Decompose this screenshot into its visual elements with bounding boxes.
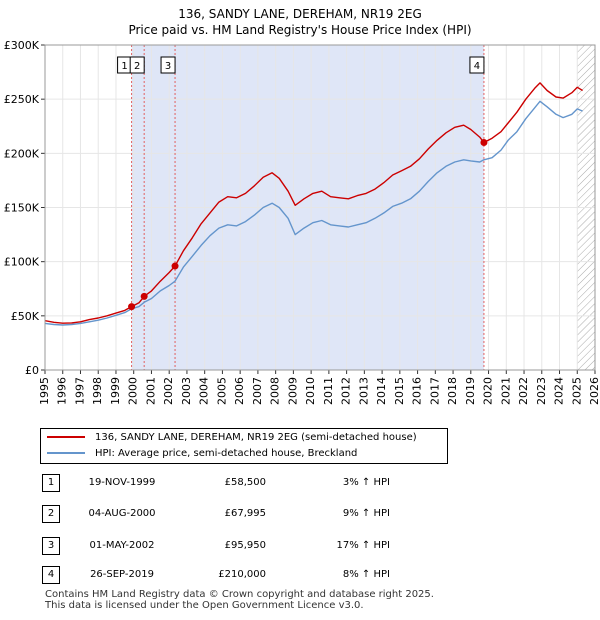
- transaction-number: 1: [42, 474, 60, 492]
- x-tick-label: 2000: [127, 377, 140, 405]
- y-tick-label: £300K: [4, 39, 40, 52]
- x-tick-label: 2004: [198, 377, 211, 405]
- x-tick-label: 2021: [499, 377, 512, 405]
- x-tick-label: 2003: [180, 377, 193, 405]
- x-tick-label: 2011: [322, 377, 335, 405]
- x-tick-label: 2012: [340, 377, 353, 405]
- transaction-row: 2 04-AUG-2000 £67,995 9% ↑ HPI: [0, 505, 600, 523]
- sale-point: [171, 262, 179, 270]
- x-tick-label: 1999: [109, 377, 122, 405]
- marker-label: 2: [134, 61, 140, 72]
- transaction-row: 4 26-SEP-2019 £210,000 8% ↑ HPI: [0, 566, 600, 584]
- transaction-price: £210,000: [218, 569, 266, 580]
- x-tick-label: 2005: [215, 377, 228, 405]
- marker-box: [160, 56, 176, 74]
- y-tick-label: £200K: [4, 147, 40, 160]
- transaction-hpi: 8% ↑ HPI: [342, 569, 390, 580]
- y-tick-label: £250K: [4, 93, 40, 106]
- x-tick-label: 1998: [91, 377, 104, 405]
- transaction-date: 26-SEP-2019: [90, 569, 154, 580]
- legend-swatch-property: [47, 436, 85, 438]
- marker-box: [469, 56, 485, 74]
- transaction-price: £95,950: [224, 540, 266, 551]
- y-tick-label: £0: [25, 364, 39, 377]
- transaction-number: 3: [42, 537, 60, 555]
- transaction-hpi: 17% ↑ HPI: [336, 540, 390, 551]
- property-price-line: [45, 82, 583, 324]
- transaction-number: 4: [42, 566, 60, 584]
- y-tick-label: £100K: [4, 256, 40, 269]
- hpi-line: [45, 100, 583, 326]
- marker-label: 3: [165, 61, 171, 72]
- transaction-number: 2: [42, 505, 60, 523]
- x-tick-label: 2022: [517, 377, 530, 405]
- x-tick-label: 2025: [570, 377, 583, 405]
- x-tick-label: 2017: [428, 377, 441, 405]
- chart-title: 136, SANDY LANE, DEREHAM, NR19 2EG: [178, 7, 422, 21]
- legend-item-property: 136, SANDY LANE, DEREHAM, NR19 2EG (semi…: [47, 430, 417, 446]
- x-tick-label: 1995: [38, 377, 51, 405]
- transaction-hpi: 3% ↑ HPI: [342, 477, 390, 488]
- x-tick-label: 2015: [393, 377, 406, 405]
- x-tick-label: 2020: [482, 377, 495, 405]
- x-tick-label: 2026: [588, 377, 600, 405]
- transaction-row: 1 19-NOV-1999 £58,500 3% ↑ HPI: [0, 474, 600, 492]
- transaction-price: £58,500: [224, 477, 266, 488]
- marker-box: [129, 56, 145, 74]
- plot-frame: [44, 44, 596, 371]
- x-tick-label: 2014: [375, 377, 388, 405]
- transaction-hpi: 9% ↑ HPI: [342, 508, 390, 519]
- transaction-date: 04-AUG-2000: [88, 508, 156, 519]
- sale-point: [480, 139, 488, 146]
- x-tick-label: 2019: [464, 377, 477, 405]
- footer-copyright: Contains HM Land Registry data © Crown c…: [45, 589, 434, 600]
- price-chart: 1995 1996 1997 1998 1999 2000 2001 2002 2003 2004…: [4, 39, 600, 405]
- legend-swatch-hpi: [47, 452, 85, 454]
- series-group: [45, 82, 583, 326]
- x-tick-label: 1996: [56, 377, 69, 405]
- chart-subtitle: Price paid vs. HM Land Registry's House …: [128, 23, 472, 37]
- sale-point: [140, 292, 148, 300]
- x-tick-label: 2001: [144, 377, 157, 405]
- x-tick-label: 2008: [269, 377, 282, 405]
- y-tick-label: £150K: [4, 202, 40, 215]
- x-tick-label: 2007: [251, 377, 264, 405]
- x-tick-label: 2006: [233, 377, 246, 405]
- footer-license: This data is licensed under the Open Gov…: [45, 600, 364, 611]
- x-tick-label: 2016: [411, 377, 424, 405]
- transaction-date: 01-MAY-2002: [89, 540, 155, 551]
- legend-label-property: 136, SANDY LANE, DEREHAM, NR19 2EG (semi…: [95, 432, 417, 443]
- transaction-price: £67,995: [224, 508, 266, 519]
- x-tick-label: 2013: [357, 377, 370, 405]
- x-tick-label: 1997: [73, 377, 86, 405]
- marker-label: 4: [474, 61, 480, 72]
- x-tick-label: 2010: [304, 377, 317, 405]
- marker-label: 1: [121, 61, 127, 72]
- x-tick-label: 2002: [162, 377, 175, 405]
- x-tick-label: 2023: [535, 377, 548, 405]
- legend-item-hpi: HPI: Average price, semi-detached house,…: [47, 446, 357, 462]
- x-tick-label: 2009: [286, 377, 299, 405]
- transaction-date: 19-NOV-1999: [88, 477, 156, 488]
- transaction-row: 3 01-MAY-2002 £95,950 17% ↑ HPI: [0, 537, 600, 555]
- sale-point: [128, 303, 136, 311]
- x-tick-label: 2024: [553, 377, 566, 405]
- legend: 136, SANDY LANE, DEREHAM, NR19 2EG (semi…: [40, 428, 448, 464]
- legend-label-hpi: HPI: Average price, semi-detached house,…: [95, 448, 358, 459]
- x-tick-label: 2018: [446, 377, 459, 405]
- y-tick-label: £50K: [11, 310, 40, 323]
